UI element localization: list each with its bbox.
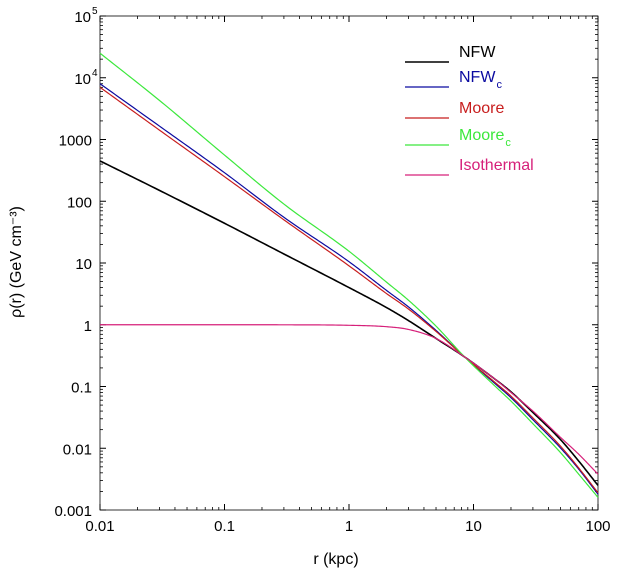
y-tick-label: 10	[74, 9, 91, 26]
y-tick-label: 1000	[59, 133, 92, 150]
series-line-moore	[99, 86, 599, 494]
x-axis-label: r (kpc)	[313, 551, 358, 568]
x-tick-label: 10	[465, 518, 482, 535]
legend-label-moore-c: Moore	[459, 127, 504, 144]
y-tick-label: 100	[67, 194, 92, 211]
x-axis: 0.01 0.1 1 10 100	[85, 16, 611, 535]
legend-label-nfw-c: NFW	[459, 69, 496, 86]
series-line-isothermal	[100, 324, 599, 475]
x-tick-label: 100	[585, 518, 610, 535]
y-tick-label: 0.1	[71, 380, 92, 397]
y-tick-exponent: 4	[92, 68, 98, 79]
plot-area-border	[99, 15, 599, 511]
x-tick-label: 0.1	[214, 518, 235, 535]
legend-subscript-nfw-c: c	[496, 79, 502, 91]
y-tick-label: 0.001	[54, 503, 92, 520]
series-lines	[99, 52, 599, 498]
plot-frame	[99, 15, 599, 511]
y-tick-label: 10	[74, 71, 91, 88]
series-line-moore-c	[99, 52, 599, 498]
y-tick-label: 10	[75, 256, 92, 273]
y-tick-label: 0.01	[63, 441, 92, 458]
series-line-nfw-c	[99, 83, 599, 495]
x-tick-label: 1	[345, 518, 353, 535]
legend-label-isothermal: Isothermal	[459, 157, 534, 174]
y-tick-exponent: 5	[92, 6, 98, 17]
y-axis-label: ρ(r) (GeV cm⁻³)	[8, 206, 25, 318]
legend-label-nfw: NFW	[459, 44, 496, 61]
legend-label-moore: Moore	[459, 100, 504, 117]
x-tick-label: 0.01	[85, 518, 114, 535]
series-line-nfw	[99, 160, 599, 486]
legend-subscript-moore-c: c	[505, 137, 511, 149]
y-tick-label: 1	[84, 318, 92, 335]
